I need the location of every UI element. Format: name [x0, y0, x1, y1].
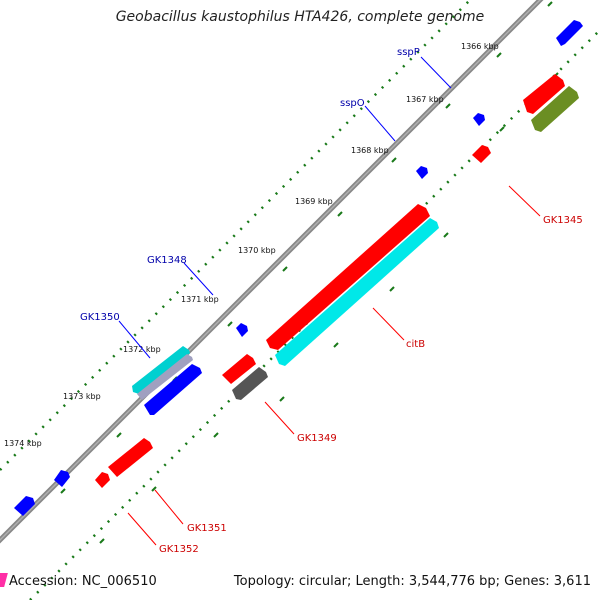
gene-label: sspP	[397, 47, 420, 58]
gene-label: GK1349	[297, 433, 337, 444]
gene-label: GK1351	[187, 523, 227, 534]
genome-backbone	[0, 0, 544, 544]
gene-arrow-GK1349-gray[interactable]	[232, 367, 268, 400]
gene-arrow-left-2[interactable]	[14, 496, 35, 516]
gene-arrow-GK1349-red[interactable]	[222, 354, 256, 384]
gene-arrow-citB-red[interactable]	[266, 204, 430, 350]
gene-arrow-sspP[interactable]	[473, 113, 485, 126]
gene-arrow-left-1[interactable]	[54, 470, 70, 487]
gene-arrow-GK1345-large[interactable]	[523, 74, 565, 114]
ruler-label: 1370 kbp	[238, 246, 276, 255]
ruler-label: 1369 kbp	[295, 197, 333, 206]
gene-arrow-GK1350-blue[interactable]	[144, 364, 202, 415]
ruler-major-ticks	[60, 1, 553, 494]
ruler-label: 1373 kbp	[63, 392, 101, 401]
gene-label: sspO	[340, 98, 365, 109]
gene-label: GK1350	[80, 312, 120, 323]
gene-arrow-GK1345[interactable]	[472, 145, 491, 163]
reverse-genes	[95, 74, 579, 488]
ruler-label: 1366 kbp	[461, 42, 499, 51]
ruler-label: 1368 kbp	[351, 146, 389, 155]
outer-dotted-track	[0, 0, 472, 471]
gene-label: citB	[406, 339, 425, 350]
forward-genes	[14, 20, 583, 516]
gene-arrow-citB-cyan[interactable]	[275, 218, 439, 366]
gene-label: GK1352	[159, 544, 199, 555]
gene-label: GK1348	[147, 255, 187, 266]
gene-arrow-GK1348[interactable]	[236, 323, 248, 337]
accession-text: Accession: NC_006510	[9, 574, 157, 589]
inner-dotted-track	[29, 29, 600, 600]
gene-arrow-GK1350-cyan[interactable]	[132, 346, 190, 394]
gene-arrow-sspP-region[interactable]	[556, 20, 583, 46]
gene-arrow-GK1351[interactable]	[108, 438, 153, 477]
gene-arrow-GK1345-olive[interactable]	[531, 86, 579, 132]
gene-arrow-sspO[interactable]	[416, 166, 428, 179]
gene-arrow-GK1352[interactable]	[95, 472, 110, 488]
label-leader-lines	[118, 56, 541, 546]
ruler-label: 1367 kbp	[406, 95, 444, 104]
ruler-label: 1372 kbp	[123, 345, 161, 354]
ruler-label: 1371 kbp	[181, 295, 219, 304]
gene-label: GK1345	[543, 215, 583, 226]
genome-summary: Topology: circular; Length: 3,544,776 bp…	[233, 574, 591, 589]
ruler-label: 1374 kbp	[4, 439, 42, 448]
map-title: Geobacillus kaustophilus HTA426, complet…	[115, 9, 485, 25]
gene-arrow-GK1350-gray[interactable]	[137, 354, 193, 400]
